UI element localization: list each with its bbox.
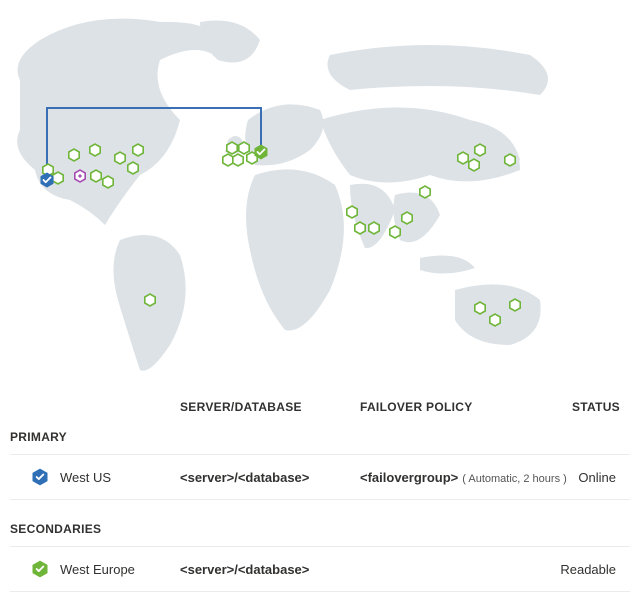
table-row[interactable]: West Europe <server>/<database> Readable — [10, 546, 630, 592]
replication-table: SERVER/DATABASE FAILOVER POLICY STATUS P… — [0, 390, 638, 604]
secondary-location: West Europe — [60, 562, 135, 577]
table-header-row: SERVER/DATABASE FAILOVER POLICY STATUS — [10, 394, 630, 424]
hex-primary-icon — [30, 467, 50, 487]
primary-location: West US — [60, 470, 111, 485]
local-db-marker — [75, 170, 85, 182]
section-secondaries: SECONDARIES — [10, 516, 630, 546]
geo-map — [0, 0, 638, 390]
primary-failover: <failovergroup> ( Automatic, 2 hours ) — [360, 470, 540, 485]
world-map-svg — [0, 0, 638, 390]
primary-server-db: <server>/<database> — [180, 470, 360, 485]
table-row[interactable]: West US <server>/<database> <failovergro… — [10, 454, 630, 500]
secondary-status: Readable — [540, 562, 620, 577]
section-primary: PRIMARY — [10, 424, 630, 454]
continents — [17, 19, 548, 371]
col-failover: FAILOVER POLICY — [360, 400, 540, 414]
secondary-server-db: <server>/<database> — [180, 562, 360, 577]
col-status: STATUS — [540, 400, 620, 414]
primary-status: Online — [540, 470, 620, 485]
hex-secondary-icon — [30, 559, 50, 579]
col-server-db: SERVER/DATABASE — [180, 400, 360, 414]
